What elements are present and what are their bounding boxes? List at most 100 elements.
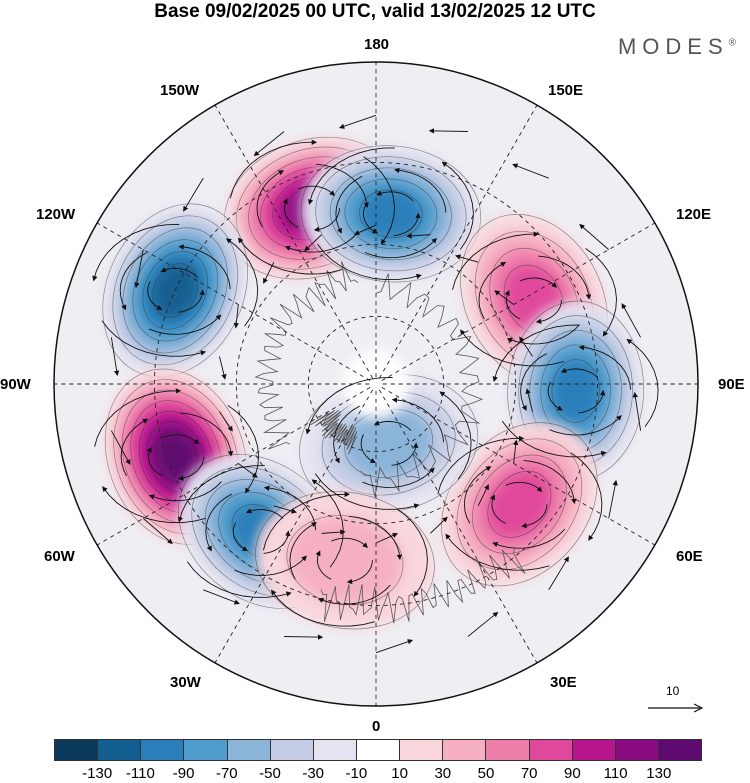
contour-line (487, 470, 552, 538)
streamline (501, 420, 607, 458)
coastline-greenland (310, 409, 358, 455)
contour-line (155, 431, 197, 482)
streamline (396, 508, 428, 597)
streamline (205, 493, 233, 552)
streamline (519, 336, 533, 357)
streamline (428, 128, 468, 134)
streamline (119, 252, 147, 311)
colorbar-tick-label: -50 (259, 765, 281, 782)
streamline (237, 237, 343, 275)
streamline (520, 277, 557, 288)
streamline (282, 198, 299, 228)
contour-band (286, 515, 404, 605)
streamline (512, 163, 549, 179)
streamline (148, 314, 222, 335)
lon-label-90e: 90E (718, 376, 745, 393)
anomaly-neg-15E (299, 374, 479, 513)
streamline (463, 466, 492, 524)
streamline (219, 356, 227, 380)
streamline (570, 452, 603, 541)
contour-band (487, 471, 551, 538)
lon-label-60w: 60W (44, 548, 75, 565)
colorbar-tick-label: -70 (215, 765, 238, 782)
streamline (430, 516, 448, 534)
contour-line (344, 178, 438, 250)
streamline (478, 261, 507, 320)
streamline (101, 320, 207, 357)
streamline (162, 434, 200, 445)
streamline (245, 508, 284, 519)
coastline-north-america (254, 261, 359, 450)
streamline (549, 415, 622, 436)
streamline (621, 303, 642, 338)
streamline (437, 435, 525, 495)
contour-line (152, 263, 198, 318)
streamline (439, 391, 472, 480)
streamline (349, 515, 403, 561)
streamline (520, 353, 548, 411)
streamline (234, 555, 307, 576)
streamline (578, 344, 632, 390)
streamline (311, 479, 344, 568)
streamline (307, 147, 395, 205)
streamline (373, 420, 412, 431)
contour-line (472, 454, 567, 554)
streamline (313, 208, 340, 233)
streamline (535, 299, 562, 324)
streamline (219, 411, 233, 432)
streamline (102, 486, 207, 524)
streamline (134, 249, 144, 289)
streamline (608, 479, 618, 519)
lon-label-180: 180 (364, 36, 390, 53)
streamline (232, 522, 248, 552)
colorbar-tick-label: 110 (603, 765, 628, 782)
colorbar-segment (55, 740, 99, 760)
streamline (160, 267, 198, 278)
contour-line (122, 227, 228, 354)
brand-registered-mark: ® (728, 37, 736, 49)
lon-label-150e: 150E (548, 82, 584, 99)
streamline (579, 223, 609, 250)
colorbar-tick-label: 10 (391, 765, 408, 782)
streamline (238, 463, 258, 478)
colorbar-segment (529, 740, 573, 760)
lon-label-30w: 30W (170, 674, 201, 691)
streamline (183, 177, 204, 212)
contour-line (359, 189, 423, 238)
brand-name: MODES (617, 34, 729, 59)
streamline (504, 290, 521, 320)
streamline (578, 389, 606, 414)
streamline (331, 537, 368, 549)
colorbar-tick-label: -90 (172, 765, 195, 782)
colorbar-tick-label: 70 (520, 765, 538, 782)
streamline (406, 233, 431, 239)
streamline (548, 556, 569, 591)
colorbar-segment (227, 740, 271, 760)
streamline (143, 518, 173, 545)
streamline (505, 481, 543, 493)
colorbar-tick-label: -130 (82, 765, 113, 782)
contour-line (456, 438, 583, 571)
colorbar-segment (658, 740, 702, 760)
streamline (177, 465, 265, 523)
streamline (227, 404, 260, 494)
colorbar-tick-label: 30 (434, 765, 452, 782)
streamline (353, 224, 377, 236)
latitude-circle (153, 161, 599, 607)
streamline (120, 418, 149, 476)
streamline (315, 550, 332, 580)
streamline (180, 412, 234, 457)
colorbar-ticks: -130 -110 -90 -70 -50 -30 -10 10 30 50 70 90 110 130 (54, 765, 702, 783)
coastline-eurasia (360, 273, 484, 497)
streamline (304, 234, 322, 252)
contour-band (551, 359, 600, 423)
lon-label-60e: 60E (676, 548, 703, 565)
anomaly-pos-55E (441, 422, 598, 587)
colorbar-segment (443, 740, 487, 760)
contour-line (551, 359, 600, 423)
map-boundary (53, 61, 699, 707)
streamline (263, 485, 317, 531)
polar-map (53, 61, 699, 707)
streamline (346, 560, 373, 585)
colorbar-tick-label: 90 (564, 765, 581, 782)
